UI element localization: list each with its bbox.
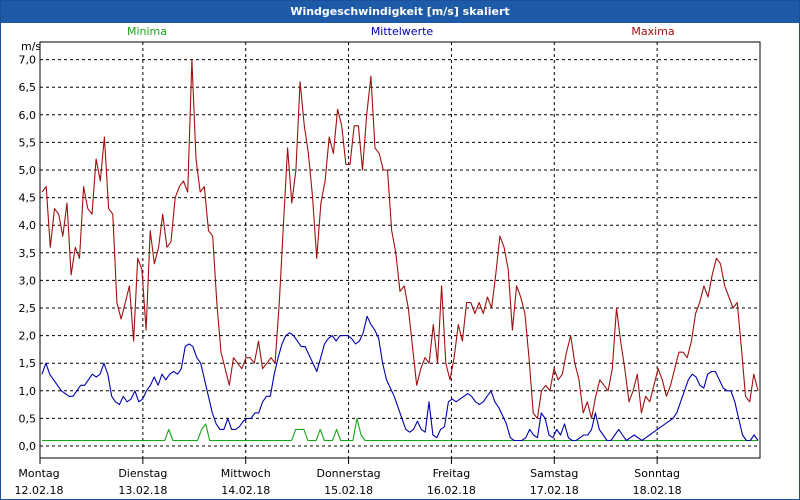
y-axis-unit: m/s bbox=[21, 40, 41, 53]
x-tick-day: Mittwoch bbox=[221, 467, 271, 480]
minima-line bbox=[42, 417, 758, 442]
x-tick-day: Dienstag bbox=[118, 467, 167, 480]
y-tick-label: 1,5 bbox=[19, 357, 37, 370]
legend-minima: Minima bbox=[127, 25, 167, 38]
x-tick-date: 18.02.18 bbox=[633, 484, 682, 497]
y-tick-label: 4,0 bbox=[19, 219, 37, 232]
y-tick-label: 7,0 bbox=[19, 54, 37, 67]
y-tick-label: 2,5 bbox=[19, 302, 37, 315]
x-tick-date: 15.02.18 bbox=[324, 484, 373, 497]
x-tick-date: 14.02.18 bbox=[221, 484, 270, 497]
y-tick-label: 5,0 bbox=[19, 164, 37, 177]
maxima-line bbox=[41, 59, 759, 419]
mittelwerte-line bbox=[41, 315, 759, 442]
y-tick-label: 6,0 bbox=[19, 109, 37, 122]
plot-border bbox=[39, 41, 761, 459]
x-tick-day: Sonntag bbox=[634, 467, 680, 480]
x-tick-date: 16.02.18 bbox=[427, 484, 476, 497]
chart-title: Windgeschwindigkeit [m/s] skaliert bbox=[1, 1, 799, 23]
y-tick-label: 3,5 bbox=[19, 247, 37, 260]
x-tick-day: Donnerstag bbox=[316, 467, 380, 480]
x-tick-date: 13.02.18 bbox=[118, 484, 167, 497]
y-tick-label: 1,0 bbox=[19, 385, 37, 398]
x-tick-day: Montag bbox=[18, 467, 59, 480]
x-tick-date: 17.02.18 bbox=[530, 484, 579, 497]
legend-maxima: Maxima bbox=[631, 25, 674, 38]
y-tick-label: 6,5 bbox=[19, 81, 37, 94]
legend-mittelwerte: Mittelwerte bbox=[371, 25, 434, 38]
y-tick-label: 3,0 bbox=[19, 274, 37, 287]
y-tick-label: 0,5 bbox=[19, 412, 37, 425]
x-tick-date: 12.02.18 bbox=[15, 484, 64, 497]
y-tick-label: 0,0 bbox=[19, 440, 37, 453]
y-tick-label: 5,5 bbox=[19, 136, 37, 149]
x-tick-day: Samstag bbox=[530, 467, 578, 480]
x-tick-day: Freitag bbox=[433, 467, 471, 480]
y-tick-label: 2,0 bbox=[19, 330, 37, 343]
y-tick-label: 4,5 bbox=[19, 192, 37, 205]
